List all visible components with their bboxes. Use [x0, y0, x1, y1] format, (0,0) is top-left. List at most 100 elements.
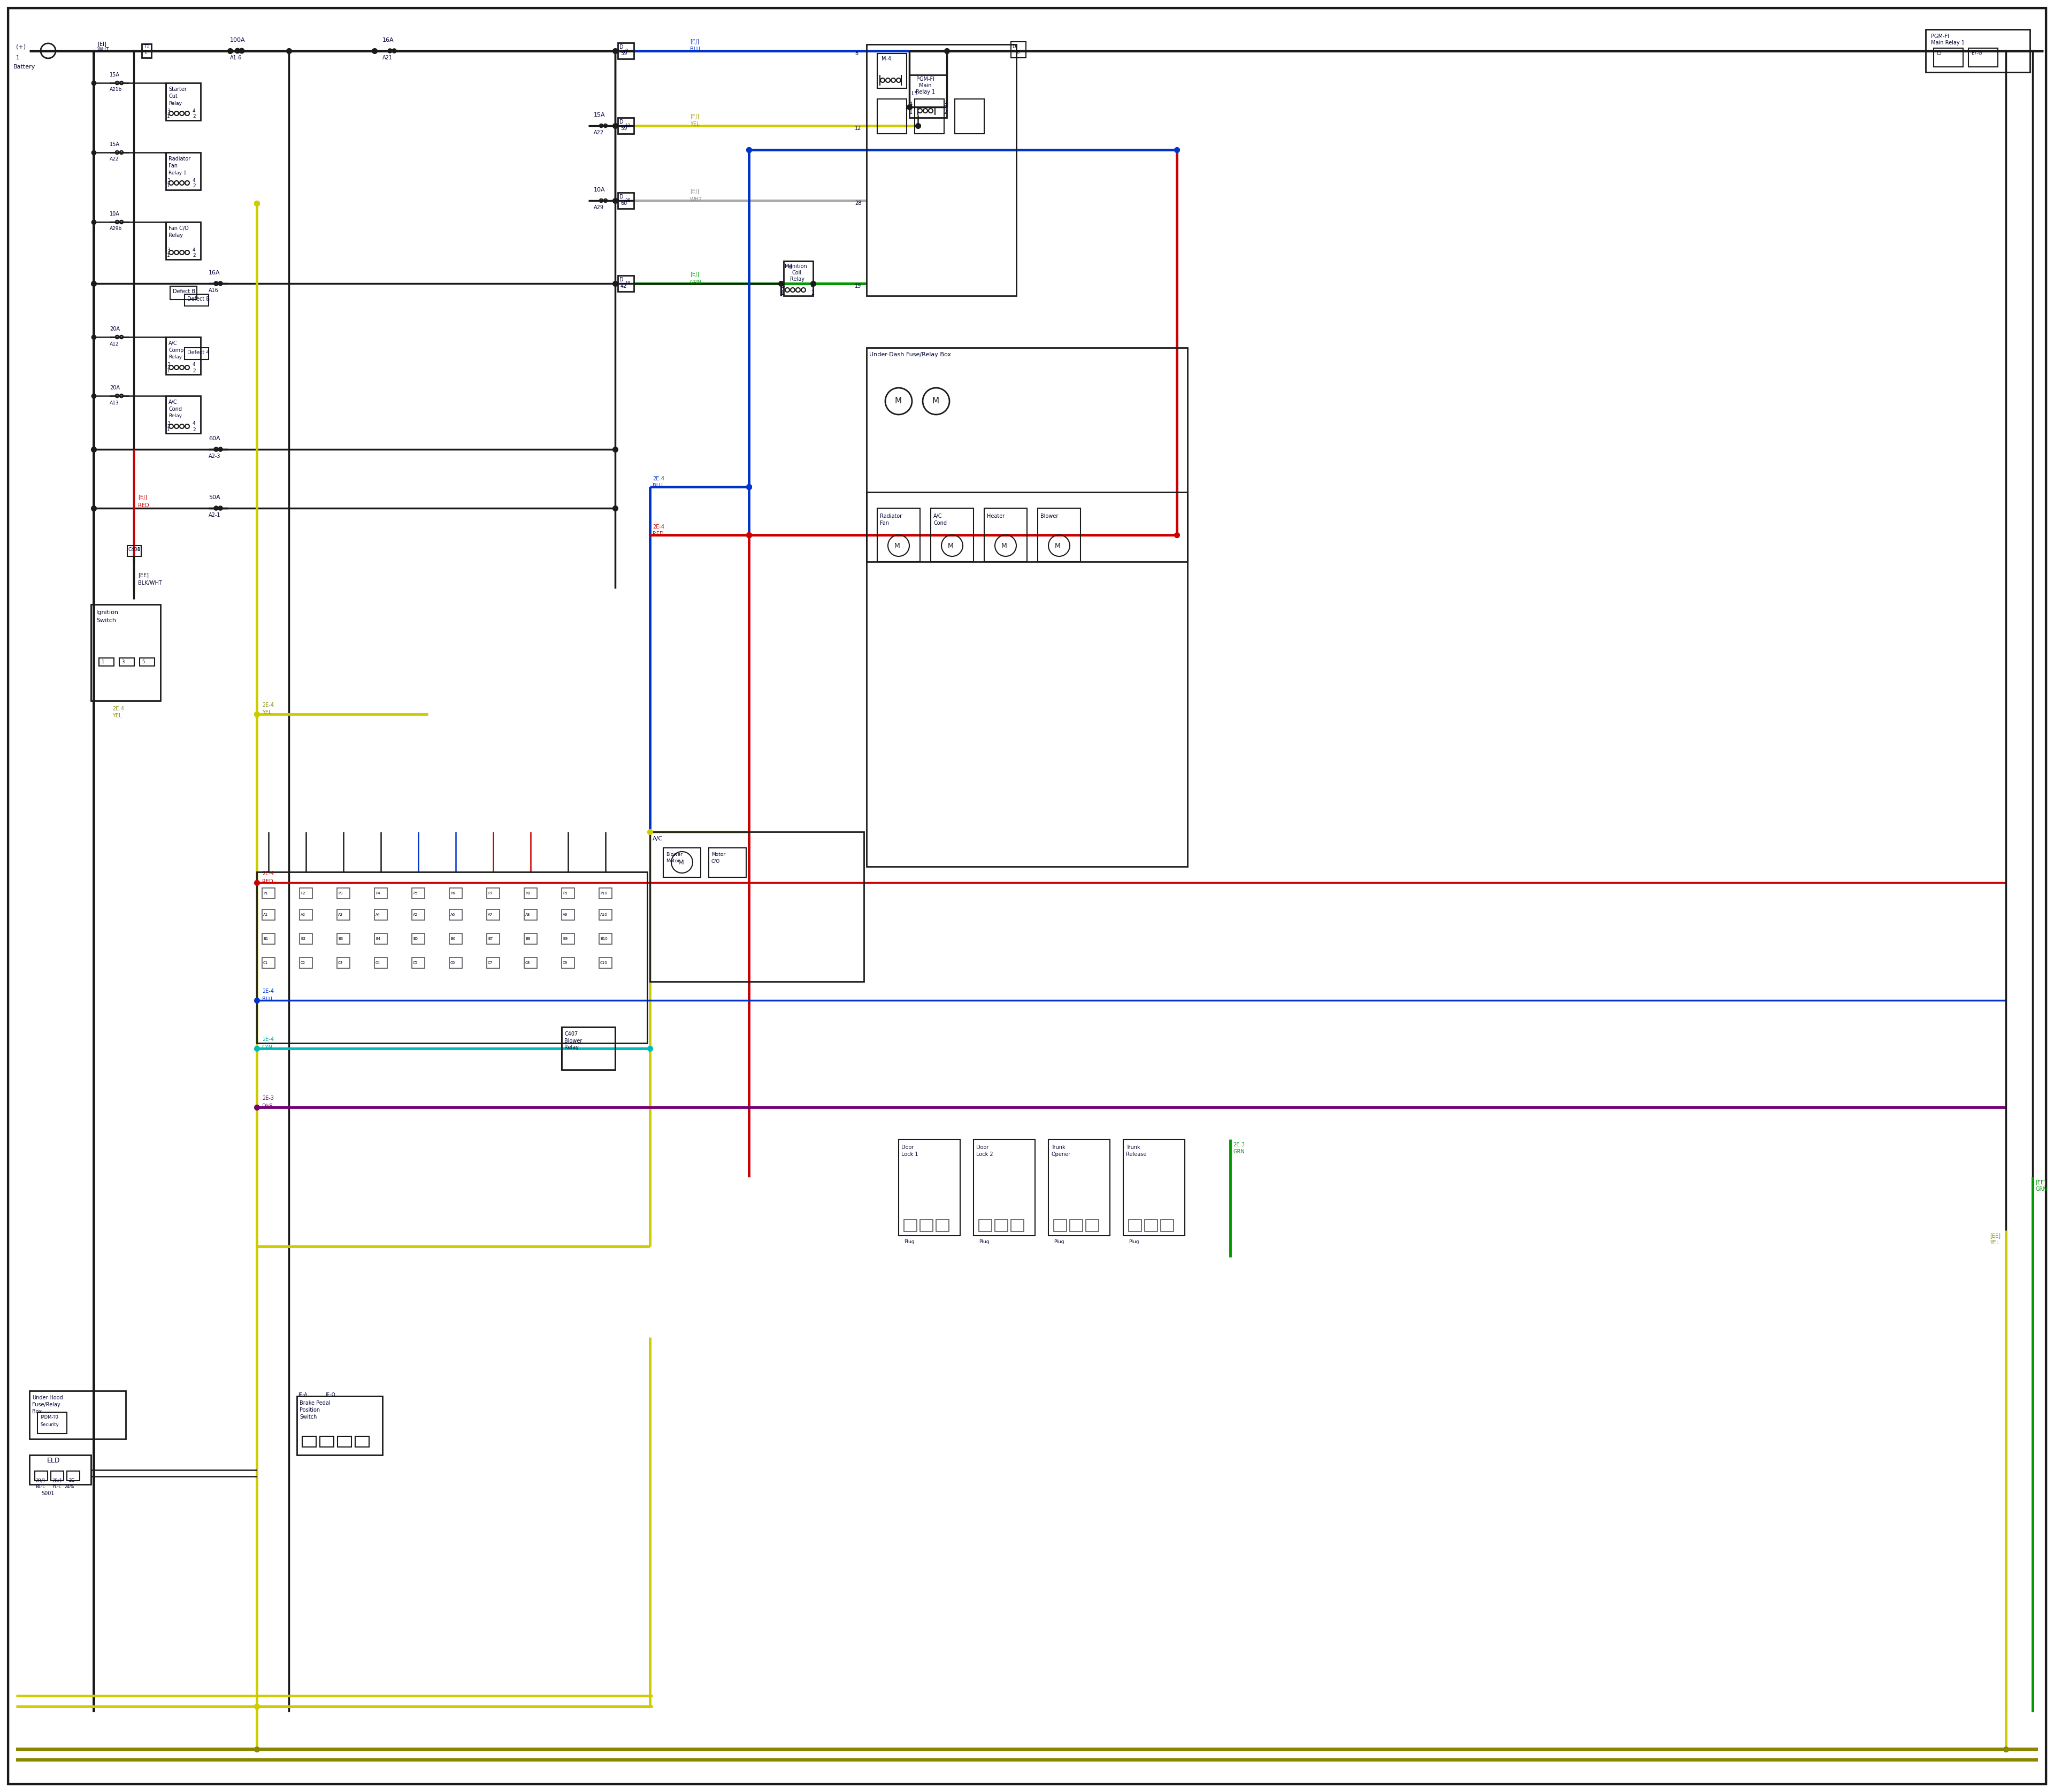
Text: [EJ]: [EJ]	[690, 39, 698, 45]
Text: A9: A9	[563, 914, 567, 916]
Text: GRN: GRN	[2036, 1186, 2048, 1192]
Bar	[994, 1220, 1009, 1231]
Bar	[561, 909, 575, 919]
Text: 59: 59	[620, 125, 626, 131]
Bar	[35, 1471, 47, 1480]
Text: P5: P5	[413, 892, 417, 894]
Text: Motor: Motor	[711, 853, 725, 857]
Text: PGM-FI: PGM-FI	[1931, 34, 1949, 39]
Text: A4: A4	[376, 914, 380, 916]
Text: P2: P2	[300, 892, 306, 894]
Text: 8: 8	[624, 48, 629, 54]
Bar	[185, 348, 210, 360]
Bar	[920, 1220, 933, 1231]
Bar	[1124, 1140, 1185, 1236]
Text: GRN: GRN	[1232, 1149, 1245, 1154]
Text: A/C: A/C	[168, 340, 177, 346]
Bar	[561, 889, 575, 898]
Text: [EJ]: [EJ]	[690, 188, 698, 194]
Text: B2: B2	[300, 937, 306, 941]
Bar	[99, 658, 113, 667]
Text: A2-3: A2-3	[210, 453, 220, 459]
Bar	[904, 1220, 916, 1231]
Bar	[1011, 1220, 1023, 1231]
Bar	[337, 934, 349, 944]
Text: RED: RED	[653, 530, 663, 536]
Bar	[618, 43, 635, 59]
Text: 2C: 2C	[68, 1478, 74, 1484]
Bar	[374, 889, 388, 898]
Bar	[524, 934, 536, 944]
Text: CYN: CYN	[263, 1045, 273, 1050]
Text: 1: 1	[166, 426, 170, 432]
Text: Plug: Plug	[1130, 1240, 1140, 1244]
Text: Defect B: Defect B	[173, 289, 195, 294]
Text: M-4: M-4	[881, 56, 891, 61]
Text: YEL: YEL	[263, 710, 271, 715]
Bar	[877, 509, 920, 561]
Text: 2: 2	[193, 115, 195, 118]
Text: Blower: Blower	[665, 853, 682, 857]
Text: C3: C3	[339, 961, 343, 964]
Text: 4: 4	[193, 108, 195, 113]
Bar	[877, 99, 906, 134]
Text: 3: 3	[781, 283, 785, 289]
Text: 19: 19	[854, 283, 861, 289]
Bar	[170, 287, 197, 299]
Text: A21b: A21b	[109, 88, 121, 91]
Text: C/O: C/O	[711, 858, 721, 864]
Text: C407: C407	[565, 1032, 577, 1038]
Bar	[524, 889, 536, 898]
Bar	[1128, 1220, 1142, 1231]
Text: A2: A2	[300, 914, 306, 916]
Bar	[355, 1435, 370, 1446]
Text: 1: 1	[166, 253, 170, 258]
Bar	[1048, 1140, 1109, 1236]
Text: A22: A22	[594, 131, 604, 136]
Text: YEL: YEL	[690, 122, 698, 127]
Text: 1: 1	[144, 50, 146, 56]
Bar	[1933, 48, 1964, 66]
Bar	[413, 957, 425, 968]
Text: 2: 2	[943, 109, 947, 115]
Text: A10: A10	[600, 914, 608, 916]
Text: 2: 2	[811, 290, 813, 296]
Text: DkB: DkB	[263, 1104, 273, 1109]
Text: Ignition: Ignition	[97, 609, 119, 615]
Bar	[867, 45, 1017, 296]
Bar	[300, 934, 312, 944]
Text: 8: 8	[854, 50, 859, 56]
Text: 42: 42	[620, 283, 626, 289]
Bar	[298, 1396, 382, 1455]
Text: C6: C6	[450, 961, 456, 964]
Bar	[68, 1471, 80, 1480]
Text: B5: B5	[413, 937, 417, 941]
Text: C1: C1	[263, 961, 269, 964]
Text: P6: P6	[450, 892, 456, 894]
Bar	[300, 909, 312, 919]
Text: 2E-4: 2E-4	[653, 477, 663, 482]
Bar	[166, 222, 201, 260]
Text: 2: 2	[193, 369, 195, 373]
Text: IE-O: IE-O	[325, 1392, 335, 1398]
Text: Under-Hood: Under-Hood	[33, 1396, 64, 1400]
Bar	[450, 957, 462, 968]
Text: A7: A7	[489, 914, 493, 916]
Bar	[955, 99, 984, 134]
Text: Coil: Coil	[793, 271, 801, 276]
Text: 2E-4: 2E-4	[263, 1038, 273, 1041]
Bar	[302, 1435, 316, 1446]
Text: 15A: 15A	[109, 72, 119, 77]
Text: [EE]: [EE]	[2036, 1179, 2046, 1185]
Text: D: D	[620, 45, 624, 50]
Text: WHT: WHT	[690, 197, 702, 202]
Bar	[263, 957, 275, 968]
Text: 20A: 20A	[109, 385, 119, 391]
Text: Plug: Plug	[980, 1240, 990, 1244]
Bar	[900, 1140, 959, 1236]
Bar	[263, 889, 275, 898]
Text: P8: P8	[526, 892, 530, 894]
Text: BLU: BLU	[263, 996, 273, 1002]
Bar	[974, 1140, 1035, 1236]
Text: A/C: A/C	[933, 514, 943, 520]
